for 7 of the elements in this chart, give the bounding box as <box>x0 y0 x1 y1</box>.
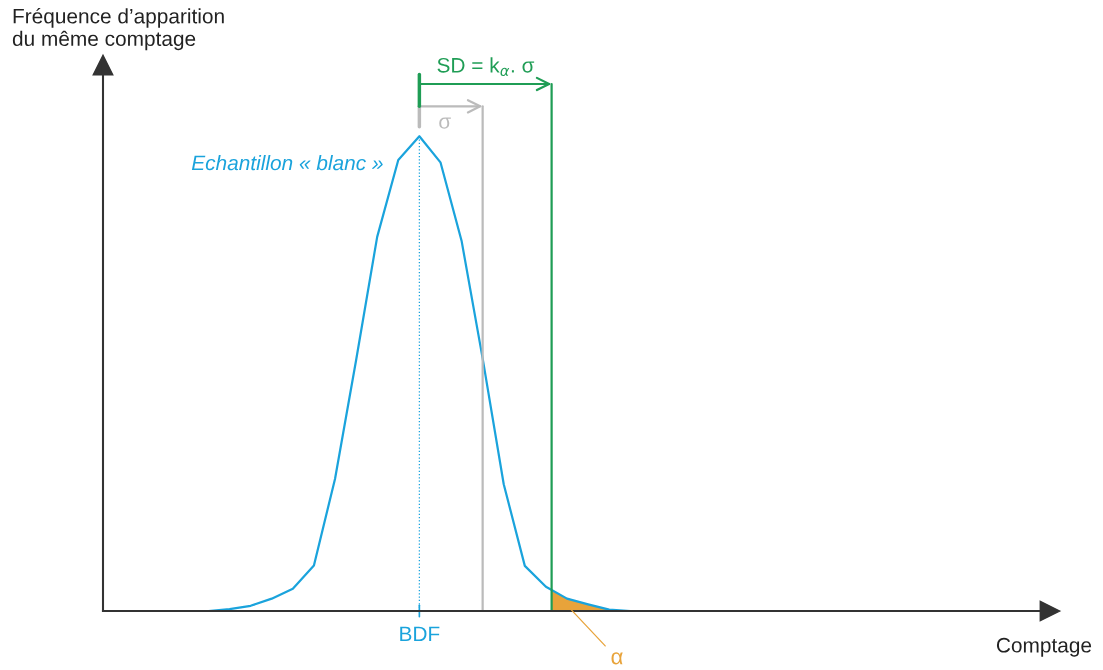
y-axis-title: Fréquence d’apparition du même comptage <box>12 8 224 51</box>
text: BDF <box>400 626 440 642</box>
text: σ <box>439 117 451 129</box>
text: α <box>611 652 623 665</box>
text: SD = k$_{α}$. σ <box>437 57 535 77</box>
series-label: Echantillon « blanc » <box>191 154 383 171</box>
x-axis-title: Comptage <box>996 637 1092 657</box>
